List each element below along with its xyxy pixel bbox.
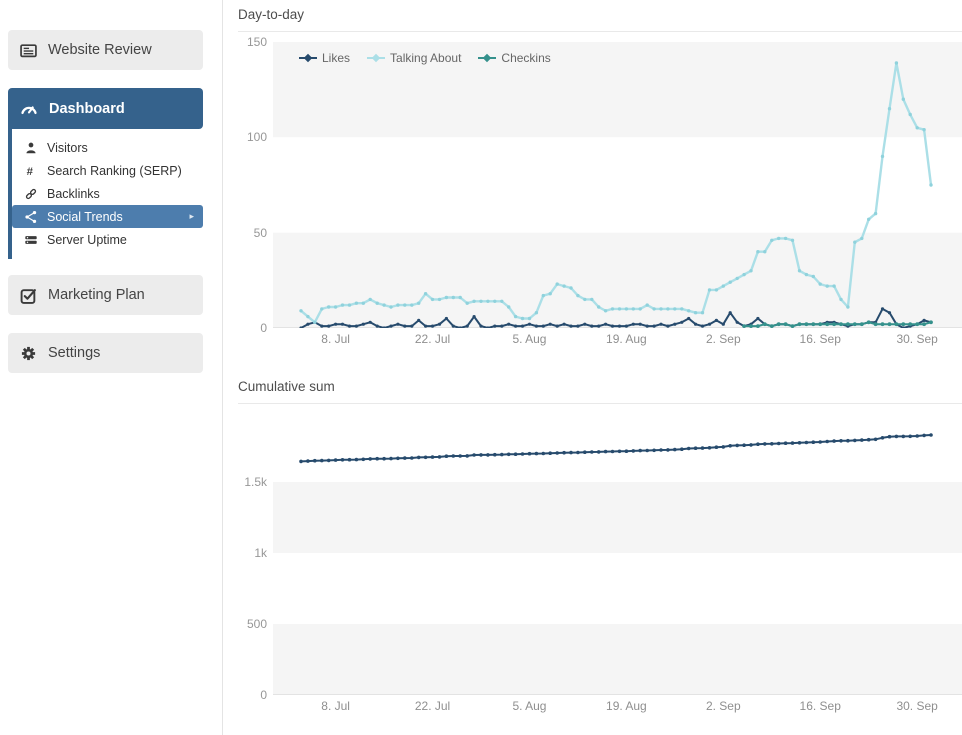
check-square-icon — [20, 287, 37, 304]
cumulative-sum-chart: 1.5k 1k 500 0 — [238, 411, 962, 702]
main-content: Day-to-day 150 100 50 0 Likes Talking About… — [222, 0, 962, 735]
sidebar-item-search-ranking[interactable]: # Search Ranking (SERP) — [12, 159, 203, 182]
sidebar-section-dashboard: Dashboard Visitors # Search Ranking (SER… — [8, 88, 203, 259]
gear-icon — [20, 345, 37, 362]
sidebar: Website Review Dashboard Visitors # Sear… — [0, 0, 222, 735]
legend-marker — [299, 53, 317, 63]
sidebar-item-label: Marketing Plan — [48, 287, 145, 303]
x-axis-label: 19. Aug — [606, 699, 647, 713]
plot-area[interactable] — [273, 411, 962, 695]
legend-marker — [478, 53, 497, 63]
y-axis-label: 0 — [260, 321, 267, 335]
sidebar-item-label: Visitors — [47, 140, 88, 155]
x-axis: 8. Jul 22. Jul 5. Aug 19. Aug 2. Sep 16. Sep 3… — [273, 695, 962, 716]
x-axis-label: 8. Jul — [321, 699, 350, 713]
x-axis-label: 5. Aug — [512, 699, 547, 713]
y-axis-label: 100 — [246, 130, 267, 145]
day-to-day-chart: 150 100 50 0 Likes Talking About Checkins — [238, 35, 962, 335]
chevron-right-icon: ▸ — [189, 211, 194, 221]
divider — [238, 403, 962, 404]
plot-area[interactable]: Likes Talking About Checkins — [273, 42, 962, 328]
share-icon — [23, 209, 38, 224]
y-axis-label: 0 — [260, 688, 267, 702]
sidebar-item-label: Server Uptime — [47, 232, 127, 247]
legend-marker — [367, 53, 386, 63]
x-axis-label: 30. Sep — [896, 699, 938, 713]
dashboard-submenu: Visitors # Search Ranking (SERP) Backlin… — [8, 129, 203, 259]
sidebar-item-label: Website Review — [48, 42, 152, 58]
x-axis: 8. Jul 22. Jul 5. Aug 19. Aug 2. Sep 16. Sep 3… — [273, 328, 962, 349]
y-axis: 150 100 50 0 — [238, 35, 273, 335]
newspaper-icon — [20, 42, 37, 59]
chart-title-day-to-day: Day-to-day — [238, 7, 305, 22]
legend-label: Talking About — [390, 51, 462, 65]
x-axis-label: 8. Jul — [321, 332, 350, 346]
y-axis-label: 1.5k — [244, 475, 267, 489]
x-axis-label: 22. Jul — [414, 699, 451, 713]
sidebar-item-social-trends[interactable]: Social Trends ▸ — [12, 205, 203, 228]
sidebar-item-label: Dashboard — [49, 100, 125, 117]
legend-label: Likes — [322, 51, 351, 65]
x-axis-label: 16. Sep — [799, 332, 841, 346]
sidebar-item-label: Search Ranking (SERP) — [47, 163, 182, 178]
x-axis-label: 2. Sep — [705, 699, 741, 713]
legend-label: Checkins — [501, 51, 551, 65]
sidebar-item-marketing-plan[interactable]: Marketing Plan — [8, 275, 203, 315]
sidebar-item-label: Social Trends — [47, 209, 123, 224]
sidebar-item-website-review[interactable]: Website Review — [8, 30, 203, 70]
server-icon — [23, 232, 38, 247]
link-icon — [23, 186, 38, 201]
y-axis-label: 50 — [253, 225, 267, 240]
x-axis-label: 2. Sep — [705, 332, 741, 346]
y-axis-label: 150 — [246, 35, 267, 49]
sidebar-item-server-uptime[interactable]: Server Uptime — [12, 228, 203, 251]
sidebar-item-settings[interactable]: Settings — [8, 333, 203, 373]
sidebar-item-backlinks[interactable]: Backlinks — [12, 182, 203, 205]
divider — [238, 31, 962, 32]
chart-legend: Likes Talking About Checkins — [299, 51, 551, 65]
legend-item-likes[interactable]: Likes — [299, 51, 350, 65]
x-axis-label: 30. Sep — [896, 332, 938, 346]
sidebar-item-dashboard[interactable]: Dashboard — [8, 88, 203, 129]
y-axis: 1.5k 1k 500 0 — [238, 411, 273, 702]
person-icon — [23, 140, 38, 155]
legend-item-talking-about[interactable]: Talking About — [367, 51, 461, 65]
y-axis-label: 1k — [254, 546, 267, 560]
y-axis-label: 500 — [246, 617, 267, 631]
day-to-day-chart-canvas[interactable] — [273, 42, 962, 328]
sidebar-item-visitors[interactable]: Visitors — [12, 136, 203, 159]
svg-text:#: # — [26, 165, 33, 177]
sidebar-item-label: Settings — [48, 345, 101, 361]
hash-icon: # — [23, 163, 38, 178]
gauge-icon — [20, 100, 38, 118]
cumulative-sum-chart-canvas[interactable] — [273, 411, 962, 695]
legend-item-checkins[interactable]: Checkins — [478, 51, 551, 65]
x-axis-label: 19. Aug — [606, 332, 647, 346]
x-axis-label: 5. Aug — [512, 332, 547, 346]
x-axis-label: 22. Jul — [414, 332, 451, 346]
chart-title-cumulative-sum: Cumulative sum — [238, 379, 335, 394]
x-axis-label: 16. Sep — [799, 699, 841, 713]
sidebar-item-label: Backlinks — [47, 186, 100, 201]
